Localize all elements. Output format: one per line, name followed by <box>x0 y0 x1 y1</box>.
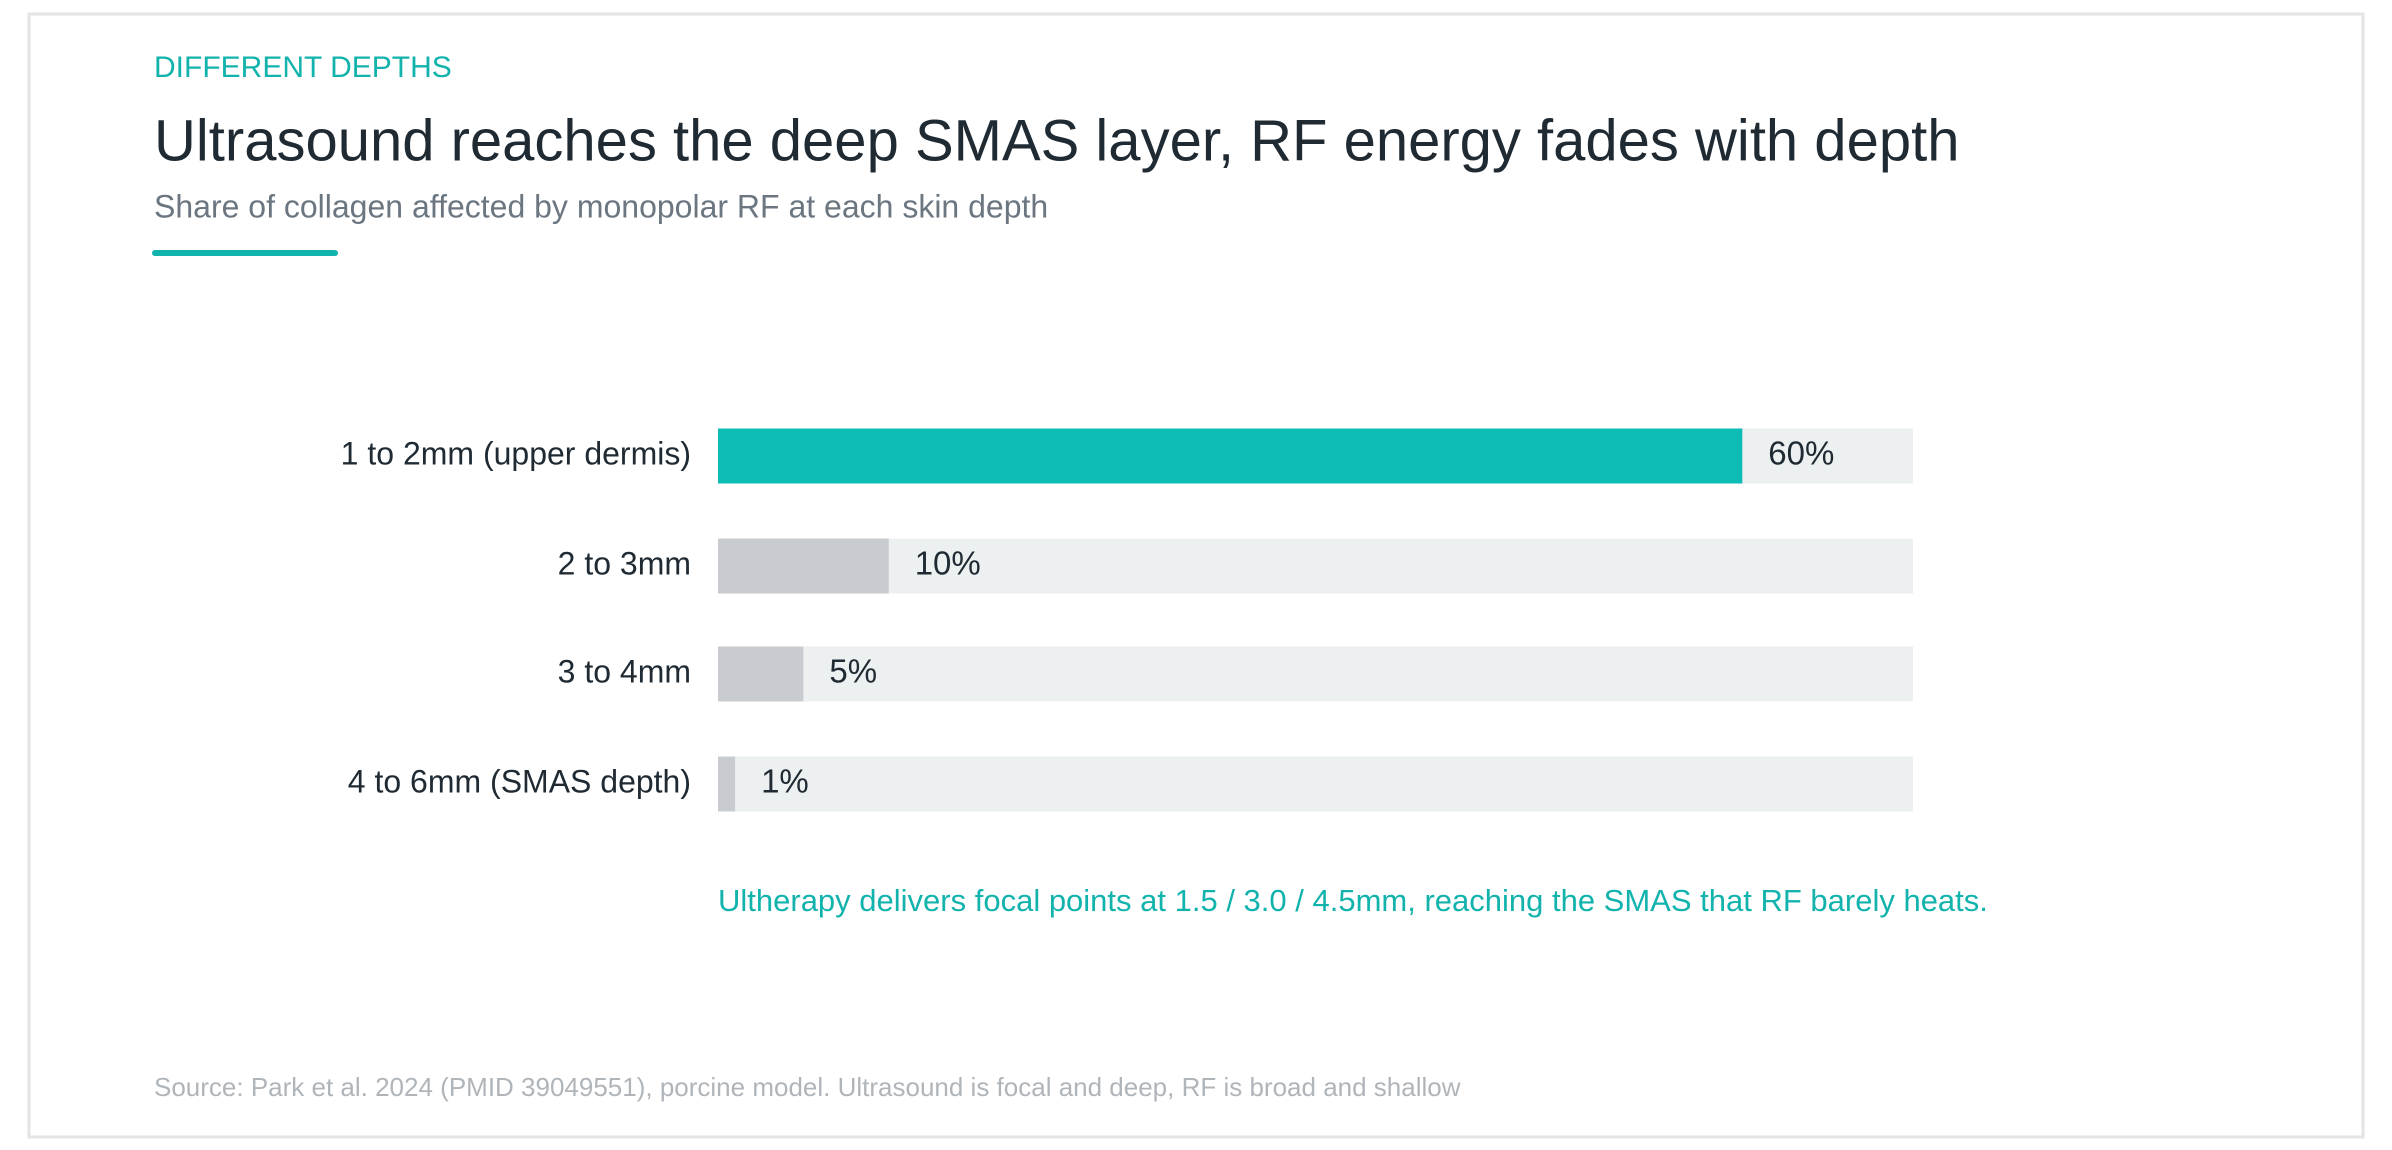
y-tick-label: 1 to 2mm (upper dermis) <box>341 435 691 471</box>
value-label: 5% <box>829 653 877 690</box>
bar <box>718 538 889 594</box>
bar <box>718 756 736 812</box>
value-label: 10% <box>915 545 981 582</box>
y-tick-label: 3 to 4mm <box>558 653 691 689</box>
chart-title: Ultrasound reaches the deep SMAS layer, … <box>154 108 1959 173</box>
y-tick-label: 2 to 3mm <box>558 545 691 581</box>
value-label: 60% <box>1768 435 1834 472</box>
bar <box>718 646 804 702</box>
bar-track <box>718 538 1913 594</box>
bar <box>718 428 1743 484</box>
y-tick-label: 4 to 6mm (SMAS depth) <box>348 763 691 799</box>
eyebrow: DIFFERENT DEPTHS <box>154 51 452 84</box>
bar-track <box>718 756 1913 812</box>
value-label: 1% <box>761 763 809 800</box>
annotation: Ultherapy delivers focal points at 1.5 /… <box>718 883 1988 918</box>
bar-track <box>718 646 1913 702</box>
chart-subtitle: Share of collagen affected by monopolar … <box>154 188 1048 224</box>
source-note: Source: Park et al. 2024 (PMID 39049551)… <box>154 1072 1461 1102</box>
accent-underline <box>152 250 338 256</box>
